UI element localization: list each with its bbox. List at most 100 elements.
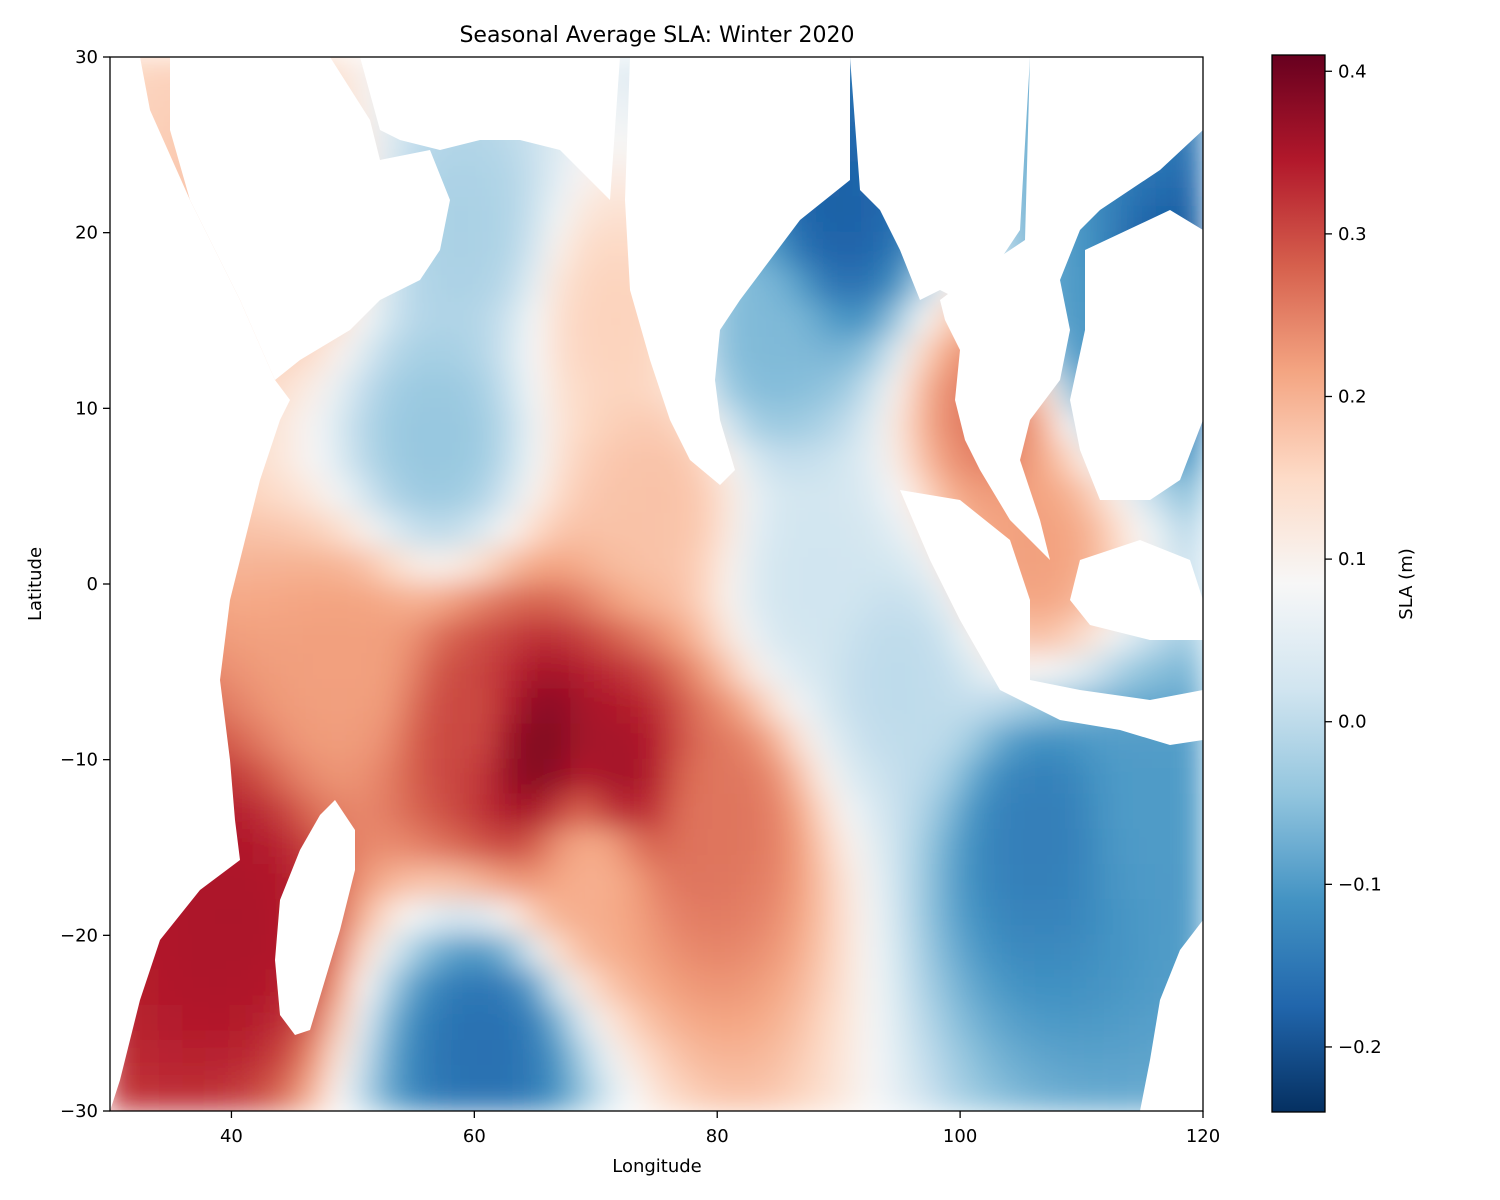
field-cell — [181, 969, 209, 1007]
field-cell — [1080, 758, 1107, 796]
field-cell — [764, 301, 792, 340]
field-cell — [497, 618, 524, 656]
field-cell — [764, 1074, 792, 1111]
field-cell — [424, 969, 452, 1007]
field-cell — [546, 301, 573, 340]
field-cell — [813, 231, 840, 269]
field-cell — [959, 723, 986, 761]
field-cell — [886, 618, 913, 656]
field-cell — [1031, 899, 1059, 937]
field-cell — [959, 688, 986, 726]
field-cell — [764, 372, 792, 410]
field-cell — [1056, 1074, 1083, 1111]
field-cell — [667, 1039, 694, 1077]
field-cell — [789, 618, 816, 656]
field-cell — [1104, 653, 1132, 691]
field-cell — [521, 1074, 549, 1111]
field-cell — [886, 266, 913, 304]
colorbar — [1271, 54, 1326, 1113]
field-cell — [473, 231, 500, 269]
field-cell — [570, 301, 597, 340]
field-cell — [1177, 477, 1203, 515]
field-cell — [643, 793, 670, 831]
field-cell — [789, 547, 816, 585]
field-cell — [230, 653, 257, 691]
field-cell — [740, 301, 767, 340]
field-cell — [351, 407, 379, 445]
field-cell — [279, 583, 306, 621]
field-cell — [521, 793, 549, 831]
field-cell — [327, 372, 354, 410]
field-cell — [497, 583, 524, 621]
x-tick-label: 120 — [1186, 1126, 1220, 1147]
field-cell — [400, 477, 427, 515]
field-cell — [667, 864, 694, 902]
field-cell — [813, 723, 840, 761]
field-cell — [886, 301, 913, 340]
field-cell — [546, 583, 573, 621]
field-cell — [813, 266, 840, 304]
field-cell — [764, 583, 792, 621]
field-cell — [279, 688, 306, 726]
field-cell — [837, 864, 864, 902]
field-cell — [910, 407, 937, 445]
field-cell — [837, 301, 864, 340]
field-cell — [983, 688, 1010, 726]
field-cell — [789, 477, 816, 515]
field-cell — [521, 864, 549, 902]
field-cell — [206, 899, 233, 937]
x-axis-ticks: 40 60 80 100 120 — [220, 1111, 1220, 1147]
field-cell — [910, 793, 937, 831]
field-cell — [570, 828, 597, 867]
field-cell — [813, 301, 840, 340]
field-cell — [861, 512, 889, 550]
field-cell — [934, 688, 962, 726]
field-cell — [619, 583, 646, 621]
field-cell — [497, 512, 524, 550]
field-cell — [861, 266, 889, 304]
field-cell — [910, 723, 937, 761]
field-cell — [764, 864, 792, 902]
field-cell — [1056, 653, 1083, 691]
field-cell — [594, 301, 622, 340]
field-cell — [449, 512, 476, 550]
field-cell — [303, 442, 330, 480]
field-cell — [691, 969, 719, 1007]
field-cell — [497, 372, 524, 410]
field-cell — [1007, 1004, 1034, 1042]
field-cell — [351, 512, 379, 550]
field-cell — [521, 231, 549, 269]
field-cell — [740, 583, 767, 621]
field-cell — [619, 758, 646, 796]
field-cell — [643, 618, 670, 656]
field-cell — [789, 407, 816, 445]
field-cell — [449, 301, 476, 340]
field-cell — [643, 407, 670, 445]
field-cell — [497, 1004, 524, 1042]
field-cell — [400, 618, 427, 656]
field-cell — [254, 653, 282, 691]
field-cell — [837, 1039, 864, 1077]
field-cell — [327, 688, 354, 726]
field-cell — [691, 899, 719, 937]
field-cell — [861, 407, 889, 445]
field-cell — [521, 583, 549, 621]
field-cell — [521, 266, 549, 304]
field-cell — [157, 1004, 184, 1042]
field-cell — [546, 161, 573, 199]
field-cell — [691, 758, 719, 796]
field-cell — [376, 547, 403, 585]
field-cell — [351, 899, 379, 937]
field-cell — [279, 547, 306, 585]
colorbar-tick-label: 0.2 — [1338, 386, 1367, 407]
field-cell — [546, 758, 573, 796]
field-cell — [764, 688, 792, 726]
field-cell — [351, 793, 379, 831]
field-cell — [740, 512, 767, 550]
field-cell — [691, 1074, 719, 1111]
field-cell — [716, 899, 743, 937]
field-cell — [934, 793, 962, 831]
field-cell — [886, 688, 913, 726]
field-cell — [643, 864, 670, 902]
field-cell — [643, 758, 670, 796]
